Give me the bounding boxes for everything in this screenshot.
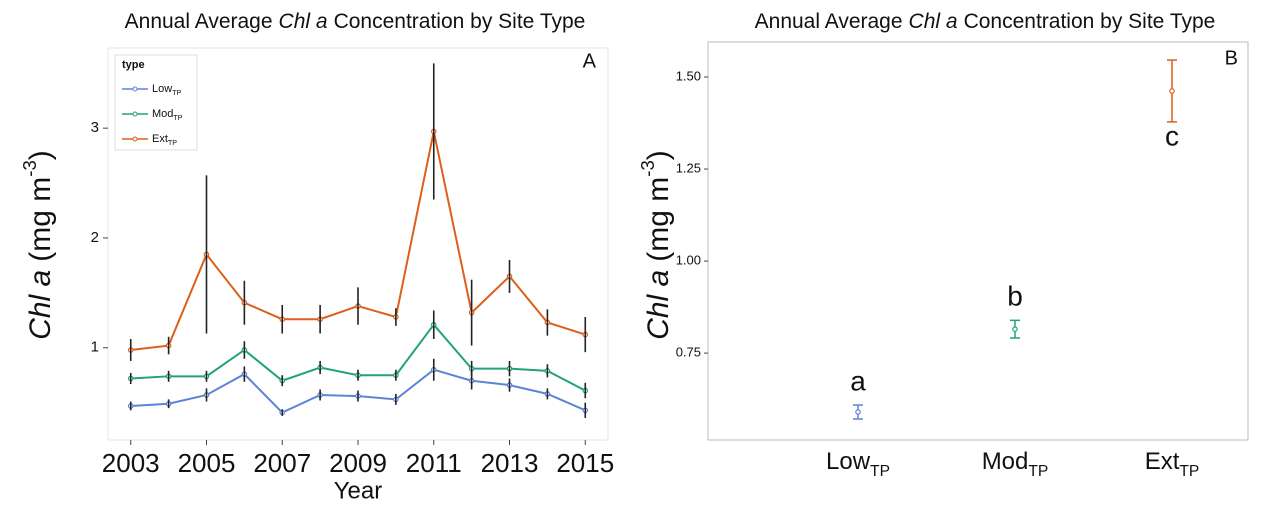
x-tick-label: 2003 bbox=[102, 448, 160, 478]
x-tick-label-part: TP bbox=[870, 463, 890, 480]
legend-label: ExtTP bbox=[152, 133, 177, 147]
panel-label: B bbox=[1225, 47, 1238, 69]
x-tick-label: 2009 bbox=[329, 448, 387, 478]
y-tick-label: 1 bbox=[91, 339, 99, 356]
x-tick-label: 2015 bbox=[556, 448, 614, 478]
y-axis-label-part: ) bbox=[642, 150, 675, 160]
chart-title-part: Concentration by Site Type bbox=[334, 10, 586, 33]
legend-label-part: Low bbox=[152, 83, 172, 95]
point bbox=[1169, 88, 1175, 94]
x-tick-label: ExtTP bbox=[1145, 448, 1200, 479]
chart-title-part: Chl a bbox=[279, 10, 328, 33]
y-tick-label: 2 bbox=[91, 229, 99, 246]
y-tick-label: 3 bbox=[91, 119, 99, 136]
y-axis-label-part: Chl a bbox=[24, 270, 57, 340]
chart-title: Annual Average Chl a Concentration by Site… bbox=[125, 10, 586, 33]
legend-label: ModTP bbox=[152, 108, 183, 122]
legend-label: LowTP bbox=[152, 83, 182, 97]
x-tick-label-part: Ext bbox=[1145, 448, 1180, 475]
y-tick-label: 1.50 bbox=[676, 68, 701, 83]
legend-label-part: Ext bbox=[152, 133, 168, 145]
x-tick-label-part: TP bbox=[1028, 463, 1048, 480]
y-axis-label-part: -3 bbox=[19, 160, 40, 177]
x-tick-label-part: TP bbox=[1179, 463, 1199, 480]
legend-point bbox=[132, 86, 138, 92]
group-letter: a bbox=[850, 365, 866, 396]
x-tick-label: 2007 bbox=[253, 448, 311, 478]
legend-point bbox=[132, 136, 138, 142]
legend-box bbox=[114, 54, 198, 151]
y-axis-label-part: ) bbox=[24, 150, 57, 160]
chart-title-part: Chl a bbox=[909, 10, 958, 33]
y-axis-label-part: (mg m bbox=[642, 177, 675, 262]
chart-title-part: Annual Average bbox=[125, 10, 273, 33]
x-tick-label: ModTP bbox=[982, 448, 1049, 479]
x-axis-label: Year bbox=[334, 477, 383, 504]
x-tick-label: 2013 bbox=[481, 448, 539, 478]
legend-point bbox=[132, 111, 138, 117]
chart-title-part: Annual Average bbox=[755, 10, 903, 33]
group-letter: c bbox=[1165, 120, 1179, 151]
group-letter: b bbox=[1007, 281, 1023, 312]
y-axis-label-part: Chl a bbox=[642, 270, 675, 340]
legend-label-part: TP bbox=[173, 114, 182, 122]
y-tick-label: 0.75 bbox=[676, 345, 701, 360]
legend-label-part: TP bbox=[168, 139, 177, 147]
chart-title: Annual Average Chl a Concentration by Site… bbox=[755, 10, 1216, 33]
x-tick-label-part: Mod bbox=[982, 448, 1029, 475]
x-tick-label: LowTP bbox=[826, 448, 890, 479]
y-axis-label-part: (mg m bbox=[24, 177, 57, 262]
legend-label-part: TP bbox=[172, 89, 181, 97]
y-axis-label: Chl a (mg m-3) bbox=[637, 150, 675, 340]
point bbox=[855, 409, 861, 415]
legend-label-part: Mod bbox=[152, 108, 173, 120]
point bbox=[1012, 326, 1018, 332]
y-tick-label: 1.00 bbox=[676, 253, 701, 268]
y-tick-label: 1.25 bbox=[676, 160, 701, 175]
y-axis-label-part: -3 bbox=[637, 160, 658, 177]
x-tick-label: 2005 bbox=[178, 448, 236, 478]
legend-title: type bbox=[122, 59, 145, 71]
x-tick-label: 2011 bbox=[406, 448, 462, 478]
plot-area bbox=[707, 41, 1249, 441]
y-axis-label: Chl a (mg m-3) bbox=[19, 150, 57, 340]
panel-label: A bbox=[583, 50, 597, 72]
x-tick-label-part: Low bbox=[826, 448, 871, 475]
chart-title-part: Concentration by Site Type bbox=[964, 10, 1216, 33]
